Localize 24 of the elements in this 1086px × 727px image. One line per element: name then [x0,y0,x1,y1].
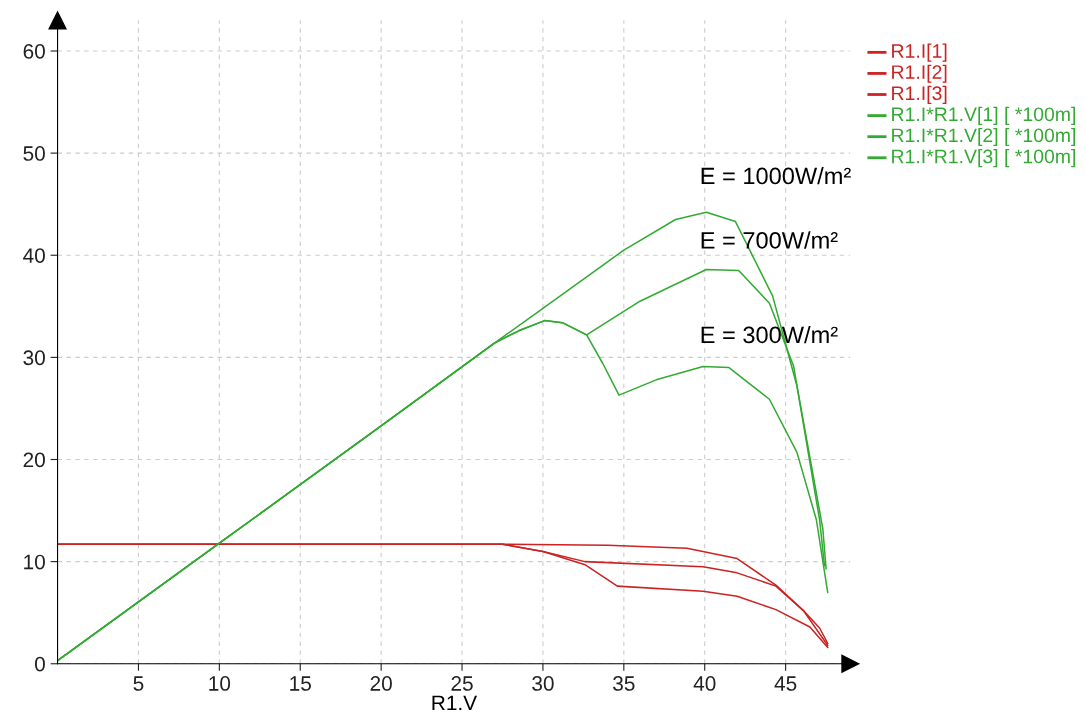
annotation: E = 1000W/m² [701,166,851,185]
y-tick-label: 20 [23,452,45,468]
legend-label: R1.I[2] [892,64,947,83]
y-tick-label: 30 [23,350,45,366]
x-tick-label: 40 [693,676,716,691]
y-tick-label: 10 [24,554,45,570]
y-tick-label: 0 [34,656,45,672]
x-tick-label: 30 [532,676,554,691]
x-tick-label: 15 [290,676,311,691]
legend-label: R1.I*R1.V[3] [ *100m] [892,149,1076,168]
x-tick-label: 35 [613,676,635,691]
x-tick-label: 10 [209,676,231,691]
x-tick-label: 25 [451,676,473,691]
y-tick-label: 40 [23,248,45,263]
legend-label: R1.I*R1.V[1] [ *100m] [892,106,1076,125]
y-tick-label: 60 [23,44,45,59]
legend-label: R1.I[3] [892,85,947,104]
legend-label: R1.I[1] [892,43,947,62]
y-tick-label: 50 [23,146,45,161]
x-tick-label: 45 [774,676,797,691]
x-tick-label: 20 [370,676,392,691]
x-tick-label: 5 [133,676,144,691]
legend-label: R1.I*R1.V[2] [ *100m] [892,127,1076,147]
x-axis-title: R1.V [432,695,478,711]
